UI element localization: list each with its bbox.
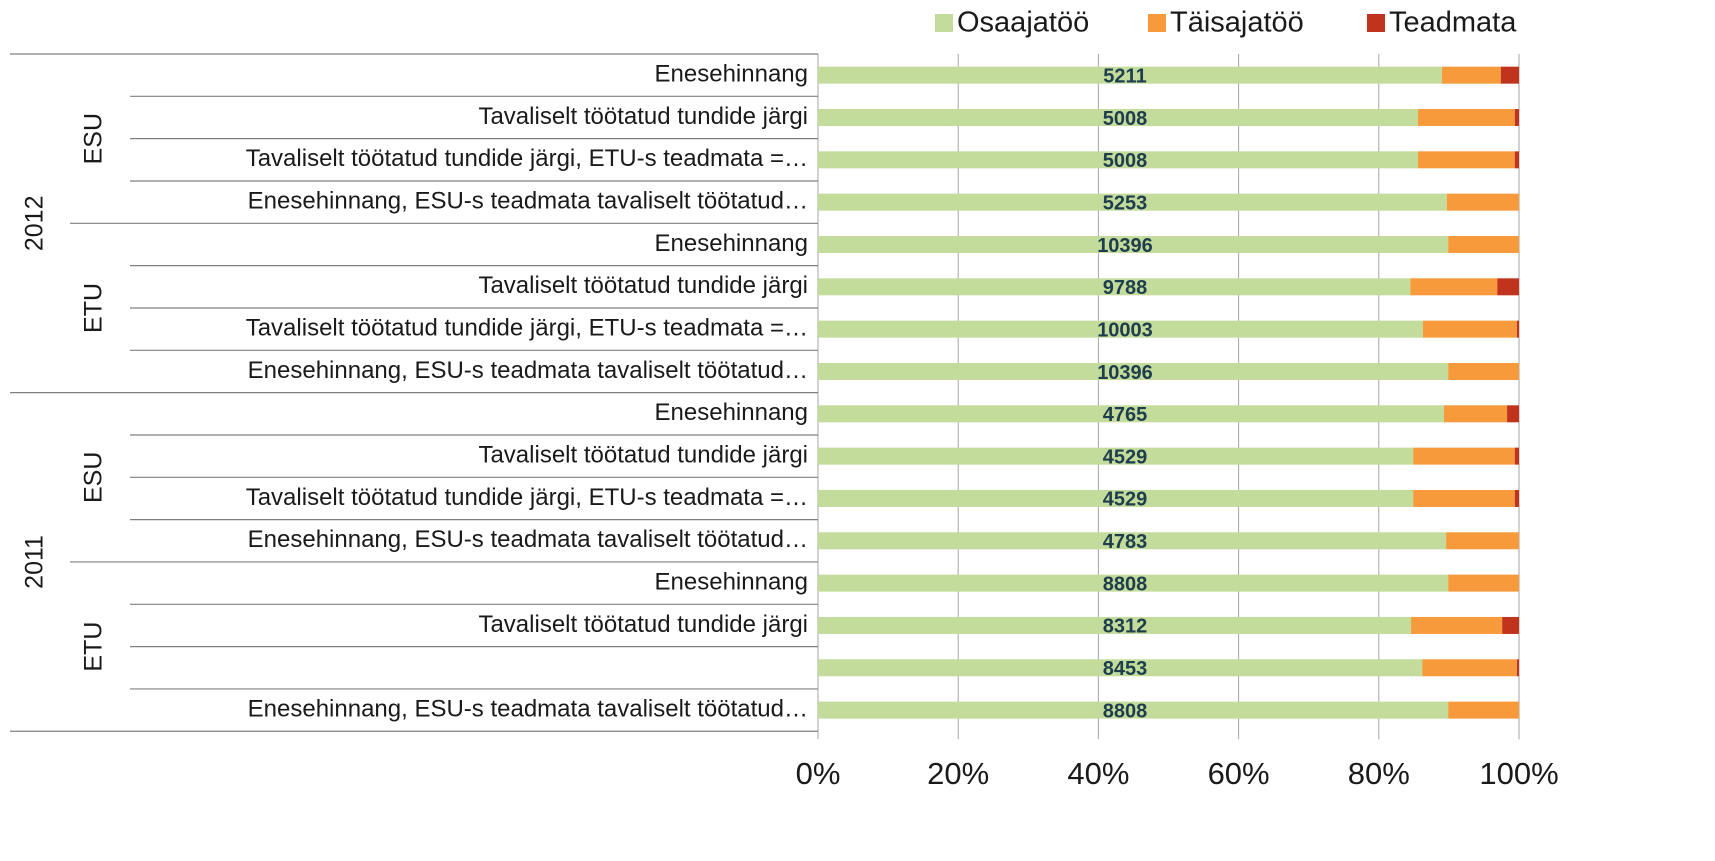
bar-segment [818, 151, 1419, 169]
count-label: 4529 [1103, 489, 1148, 511]
category-label: Tavaliselt töötatud tundide järgi [478, 272, 808, 299]
category-label: Enesehinnang [655, 230, 808, 257]
subgroup-label: ETU [80, 283, 108, 333]
category-label: Enesehinnang, ESU-s teadmata tavaliselt … [248, 526, 808, 553]
count-label: 10396 [1097, 362, 1153, 384]
bar-segment [818, 659, 1423, 677]
bar-segment [1418, 151, 1515, 169]
count-label: 8808 [1103, 573, 1148, 595]
legend-label: Täisajatöö [1170, 7, 1304, 39]
bar-segment [1418, 108, 1515, 126]
bar-segment [1422, 659, 1517, 677]
x-tick-label: 60% [1208, 756, 1270, 791]
subgroup-label: ETU [80, 622, 108, 672]
count-label: 5008 [1103, 108, 1148, 130]
count-label: 8453 [1103, 658, 1148, 680]
category-label: Enesehinnang, ESU-s teadmata tavaliselt … [248, 357, 808, 384]
category-label: Enesehinnang [655, 399, 808, 426]
bar-segment [1448, 574, 1519, 592]
bar-segment [818, 108, 1419, 126]
bar-segment [818, 405, 1444, 423]
bar-segment [1413, 489, 1515, 507]
bar-segment [1514, 447, 1519, 465]
bar-segment [1448, 362, 1519, 380]
bar-segment [818, 278, 1411, 296]
count-label: 4765 [1103, 404, 1148, 426]
bar-segment [1448, 235, 1519, 253]
subgroup-label: ESU [80, 113, 108, 164]
count-label: 4529 [1103, 446, 1148, 468]
count-label: 4783 [1103, 531, 1148, 553]
x-tick-label: 0% [796, 756, 841, 791]
bar-segment [1507, 405, 1519, 423]
category-label: Tavaliselt töötatud tundide järgi, ETU-s… [246, 484, 808, 511]
bar-segment [1413, 447, 1515, 465]
bar-segment [818, 193, 1447, 211]
bar-segment [1516, 320, 1519, 338]
count-label: 10003 [1097, 319, 1153, 341]
legend-swatch [935, 14, 953, 32]
bar-segment [1500, 66, 1519, 84]
subgroup-label: ESU [80, 452, 108, 503]
category-label: Tavaliselt töötatud tundide järgi [478, 103, 808, 130]
category-label: Enesehinnang [655, 568, 808, 595]
x-tick-label: 40% [1067, 756, 1129, 791]
category-label: Tavaliselt töötatud tundide järgi [478, 611, 808, 638]
bar-segment [1443, 405, 1508, 423]
x-tick-label: 100% [1479, 756, 1558, 791]
bar-segment [1514, 108, 1519, 126]
category-label: Enesehinnang [655, 61, 808, 88]
count-label: 8808 [1103, 700, 1148, 722]
bar-segment [1446, 193, 1519, 211]
x-tick-label: 20% [927, 756, 989, 791]
category-label: Tavaliselt töötatud tundide järgi, ETU-s… [246, 314, 808, 341]
bar-segment [1422, 320, 1517, 338]
category-label: Tavaliselt töötatud tundide järgi [478, 441, 808, 468]
count-label: 10396 [1097, 235, 1153, 257]
bar-segment [818, 362, 1449, 380]
bar-segment [1514, 489, 1519, 507]
bar-segment [818, 489, 1414, 507]
count-label: 5008 [1103, 150, 1148, 172]
bar-segment [818, 235, 1449, 253]
category-label: Enesehinnang, ESU-s teadmata tavaliselt … [248, 187, 808, 214]
legend-label: Teadmata [1389, 7, 1517, 39]
bar-segment [1516, 659, 1519, 677]
group-label: 2011 [21, 535, 49, 589]
bar-segment [1441, 66, 1501, 84]
bar-segment [818, 532, 1447, 550]
x-tick-label: 80% [1348, 756, 1410, 791]
bar-segment [818, 447, 1414, 465]
bar-segment [818, 616, 1412, 634]
legend-label: Osaajatöö [957, 7, 1089, 39]
group-label: 2012 [21, 196, 49, 252]
count-label: 9788 [1103, 277, 1148, 299]
bar-segment [818, 320, 1423, 338]
bar-segment [1411, 616, 1503, 634]
bar-segment [818, 574, 1449, 592]
legend-swatch [1367, 14, 1385, 32]
bar-segment [818, 701, 1449, 719]
bar-segment [1502, 616, 1519, 634]
bar-segment [1446, 532, 1519, 550]
bar-segment [818, 66, 1442, 84]
legend-swatch [1148, 14, 1166, 32]
count-label: 5211 [1103, 65, 1146, 87]
count-label: 5253 [1103, 192, 1148, 214]
bar-segment [1448, 701, 1519, 719]
bar-segment [1497, 278, 1519, 296]
category-label: Enesehinnang, ESU-s teadmata tavaliselt … [248, 695, 808, 722]
bar-segment [1514, 151, 1519, 169]
bar-segment [1410, 278, 1498, 296]
count-label: 8312 [1103, 616, 1148, 638]
category-label: Tavaliselt töötatud tundide järgi, ETU-s… [246, 145, 808, 172]
